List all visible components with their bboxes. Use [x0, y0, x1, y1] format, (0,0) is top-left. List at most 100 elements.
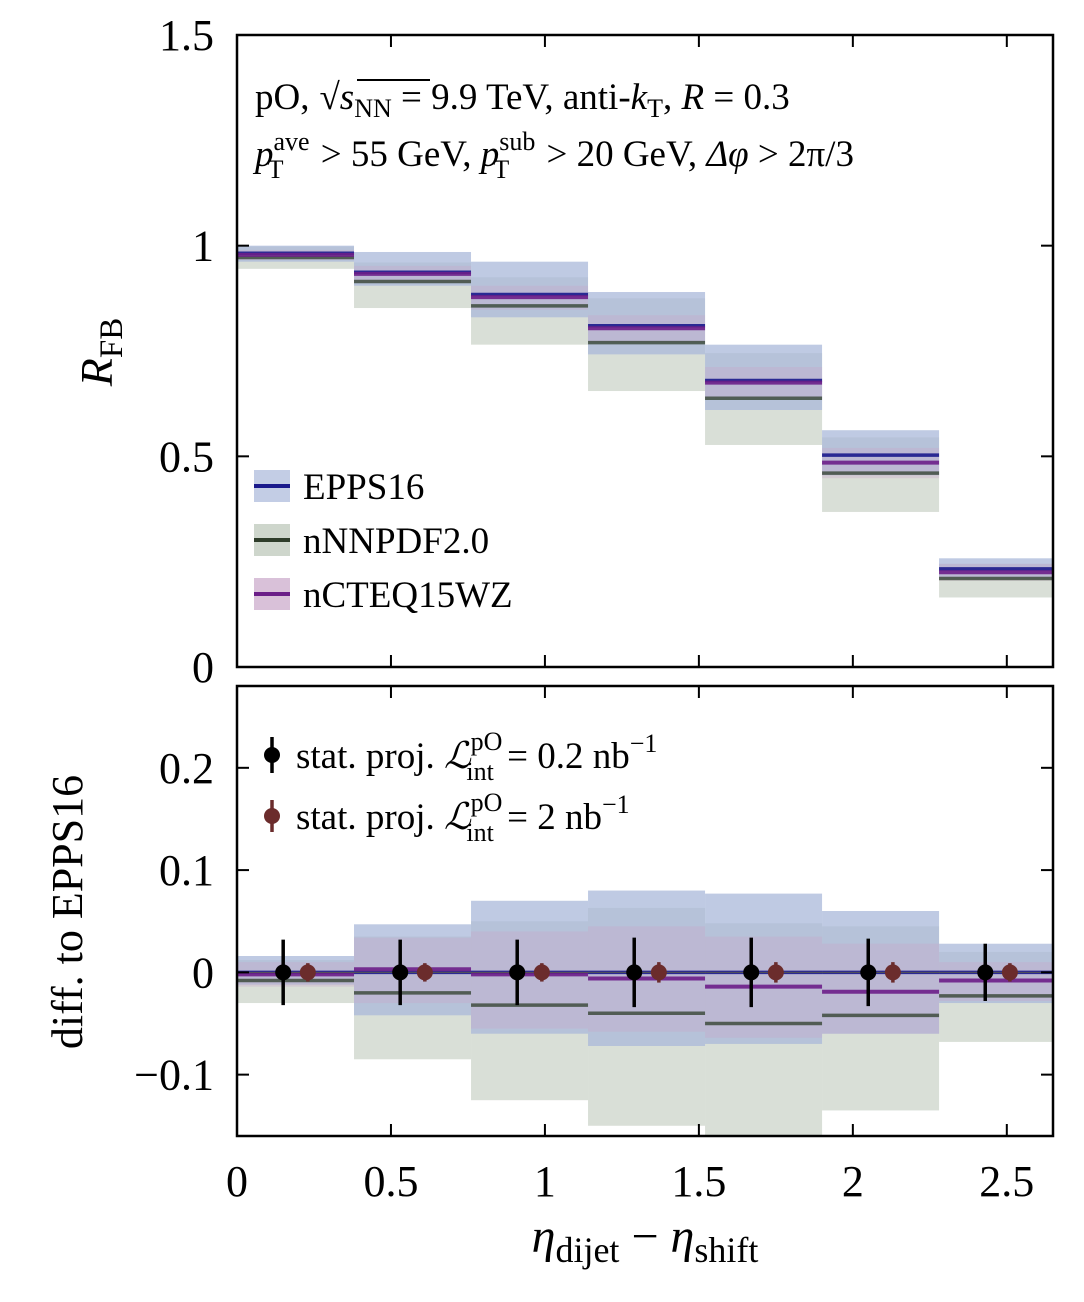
legend-proj-high-dot — [264, 808, 280, 824]
legend-proj-high-L-sub: int — [466, 818, 494, 847]
point-low-5 — [860, 964, 877, 981]
anno-p1-sup: ave — [274, 127, 310, 156]
bottom-band-epps16-bin-4 — [705, 893, 823, 1044]
legend-proj-high-label: stat. proj. ℒpO int = 2 nb−1 — [296, 788, 630, 847]
annotation-line1: pO, √sNN = 9.9 TeV, anti-kT, R = 0.3 — [255, 77, 790, 123]
bottom-xtick-label-2: 1 — [534, 1157, 556, 1206]
anno-rest2: , — [663, 77, 682, 118]
anno-p2-sub: T — [493, 155, 509, 184]
top-ytick-label-2: 1 — [192, 222, 214, 271]
point-high-1 — [416, 964, 433, 981]
top-band-epps16-bin-2 — [471, 261, 589, 318]
anno-mid1: > 55 GeV, — [311, 134, 480, 175]
bottom-ticks — [236, 686, 1053, 1136]
bottom-ylabel: diff. to EPPS16 — [43, 775, 92, 1049]
legend-proj-high-L: ℒ — [444, 797, 472, 838]
bottom-ytick-label-2: 0.1 — [159, 846, 214, 895]
bottom-legend: stat. proj. ℒpO int = 0.2 nb−1 stat. proj… — [264, 727, 657, 847]
point-low-1 — [392, 964, 409, 981]
point-low-4 — [743, 964, 760, 981]
top-band-epps16-bin-5 — [822, 430, 940, 476]
legend-proj-high-marker — [264, 800, 280, 832]
top-ytick-label-1: 0.5 — [159, 432, 214, 481]
legend-ncteq-label: nCTEQ15WZ — [303, 575, 513, 616]
bottom-band-epps16-bin-2 — [471, 900, 589, 1034]
bottom-xtick-label-5: 2.5 — [979, 1157, 1034, 1206]
legend-proj-low-marker — [264, 737, 280, 773]
anno-k-sub: T — [647, 94, 663, 123]
legend-nnnpdf-label: nNNPDF2.0 — [303, 521, 489, 562]
legend-proj-low-unit-sup: −1 — [630, 729, 658, 758]
legend-proj-low-text: stat. proj. — [296, 736, 444, 777]
bottom-ytick-label-3: 0.2 — [159, 744, 214, 793]
point-low-3 — [626, 964, 643, 981]
top-ylabel: RFB — [71, 318, 130, 387]
point-high-2 — [533, 964, 550, 981]
bottom-frame — [235, 684, 1055, 1138]
top-ytick-label-0: 0 — [192, 643, 214, 692]
top-ytick-label-3: 1.5 — [159, 11, 214, 60]
point-high-6 — [1001, 964, 1018, 981]
point-high-4 — [767, 964, 784, 981]
anno-p2-sup: sub — [499, 127, 535, 156]
top-ylabel-main: R — [71, 358, 122, 387]
anno-sqrt-sub: NN — [354, 94, 392, 123]
top-panel: 00.511.5 RFB pO, √sNN = 9.9 TeV, anti-kT,… — [71, 11, 1055, 692]
anno-rest3: = 0.3 — [704, 77, 790, 118]
bottom-ytick-label-0: −0.1 — [134, 1051, 214, 1100]
legend-proj-low-value: = 0.2 nb — [498, 736, 630, 777]
anno-p1-sub: T — [268, 155, 284, 184]
point-high-0 — [299, 964, 316, 981]
bottom-band-ncteq15wz-bin-5 — [822, 943, 940, 1034]
xlabel-eta1: η — [532, 1210, 556, 1263]
bottom-xtick-label-1: 0.5 — [363, 1157, 418, 1206]
bottom-ytick-label-1: 0 — [192, 948, 214, 997]
anno-dphi: Δφ — [704, 134, 748, 175]
bottom-points — [275, 937, 1018, 1008]
top-ylabel-sub: FB — [94, 318, 130, 358]
xlabel-eta1-sub: dijet — [555, 1230, 619, 1270]
bottom-xtick-label-4: 2 — [842, 1157, 864, 1206]
point-low-2 — [509, 964, 526, 981]
bottom-xlabel: ηdijet − ηshift — [532, 1210, 759, 1270]
legend-proj-low-label: stat. proj. ℒpO int = 0.2 nb−1 — [296, 727, 657, 786]
top-legend: EPPS16 nNNPDF2.0 nCTEQ15WZ — [254, 467, 513, 616]
anno-k: k — [631, 77, 648, 118]
top-frame — [235, 33, 1055, 669]
legend-epps16-label: EPPS16 — [303, 467, 424, 508]
legend-proj-high-value: = 2 nb — [498, 797, 602, 838]
xlabel-eta2: η — [671, 1210, 695, 1263]
legend-proj-low-dot — [264, 747, 280, 763]
bottom-panel: −0.1 0 0.1 0.2 0 0.5 1 1.5 2 2.5 diff. to EPPS16… — [43, 684, 1055, 1270]
bottom-xtick-labels: 0 0.5 1 1.5 2 2.5 — [226, 1157, 1034, 1206]
anno-R: R — [681, 77, 705, 118]
legend-proj-low-L: ℒ — [444, 736, 472, 777]
anno-prefix: pO, — [255, 77, 309, 118]
bottom-band-ncteq15wz-bin-2 — [471, 931, 589, 1029]
anno-p1: p — [252, 134, 274, 175]
anno-rest1: = 9.9 TeV, anti- — [392, 77, 631, 118]
point-high-3 — [650, 964, 667, 981]
legend-proj-high-text: stat. proj. — [296, 797, 444, 838]
point-low-6 — [977, 964, 994, 981]
legend-proj-low-L-sup: pO — [471, 727, 503, 756]
anno-mid3: > 2π/3 — [749, 134, 854, 175]
annotation-line2: pave T > 55 GeV, psub T > 20 GeV, Δφ > 2π/… — [252, 127, 854, 184]
anno-sqrt-s: s — [340, 77, 354, 118]
xlabel-eta2-sub: shift — [694, 1230, 758, 1270]
top-ytick-labels: 0 0.5 1 1.5 — [159, 11, 214, 692]
anno-p2: p — [478, 134, 500, 175]
bottom-ytick-labels: −0.1 0 0.1 0.2 — [134, 744, 214, 1100]
legend-proj-high-L-sup: pO — [471, 788, 503, 817]
top-central-lines — [237, 251, 1053, 581]
bottom-band-epps16-bin-3 — [588, 890, 706, 1046]
xlabel-minus: − — [619, 1210, 670, 1263]
sqrt-sign: √ — [319, 77, 340, 118]
point-high-5 — [884, 964, 901, 981]
bottom-xtick-label-0: 0 — [226, 1157, 248, 1206]
anno-mid2: > 20 GeV, — [537, 134, 706, 175]
legend-proj-low-L-sub: int — [466, 757, 494, 786]
point-low-0 — [275, 964, 292, 981]
bottom-xtick-label-3: 1.5 — [671, 1157, 726, 1206]
